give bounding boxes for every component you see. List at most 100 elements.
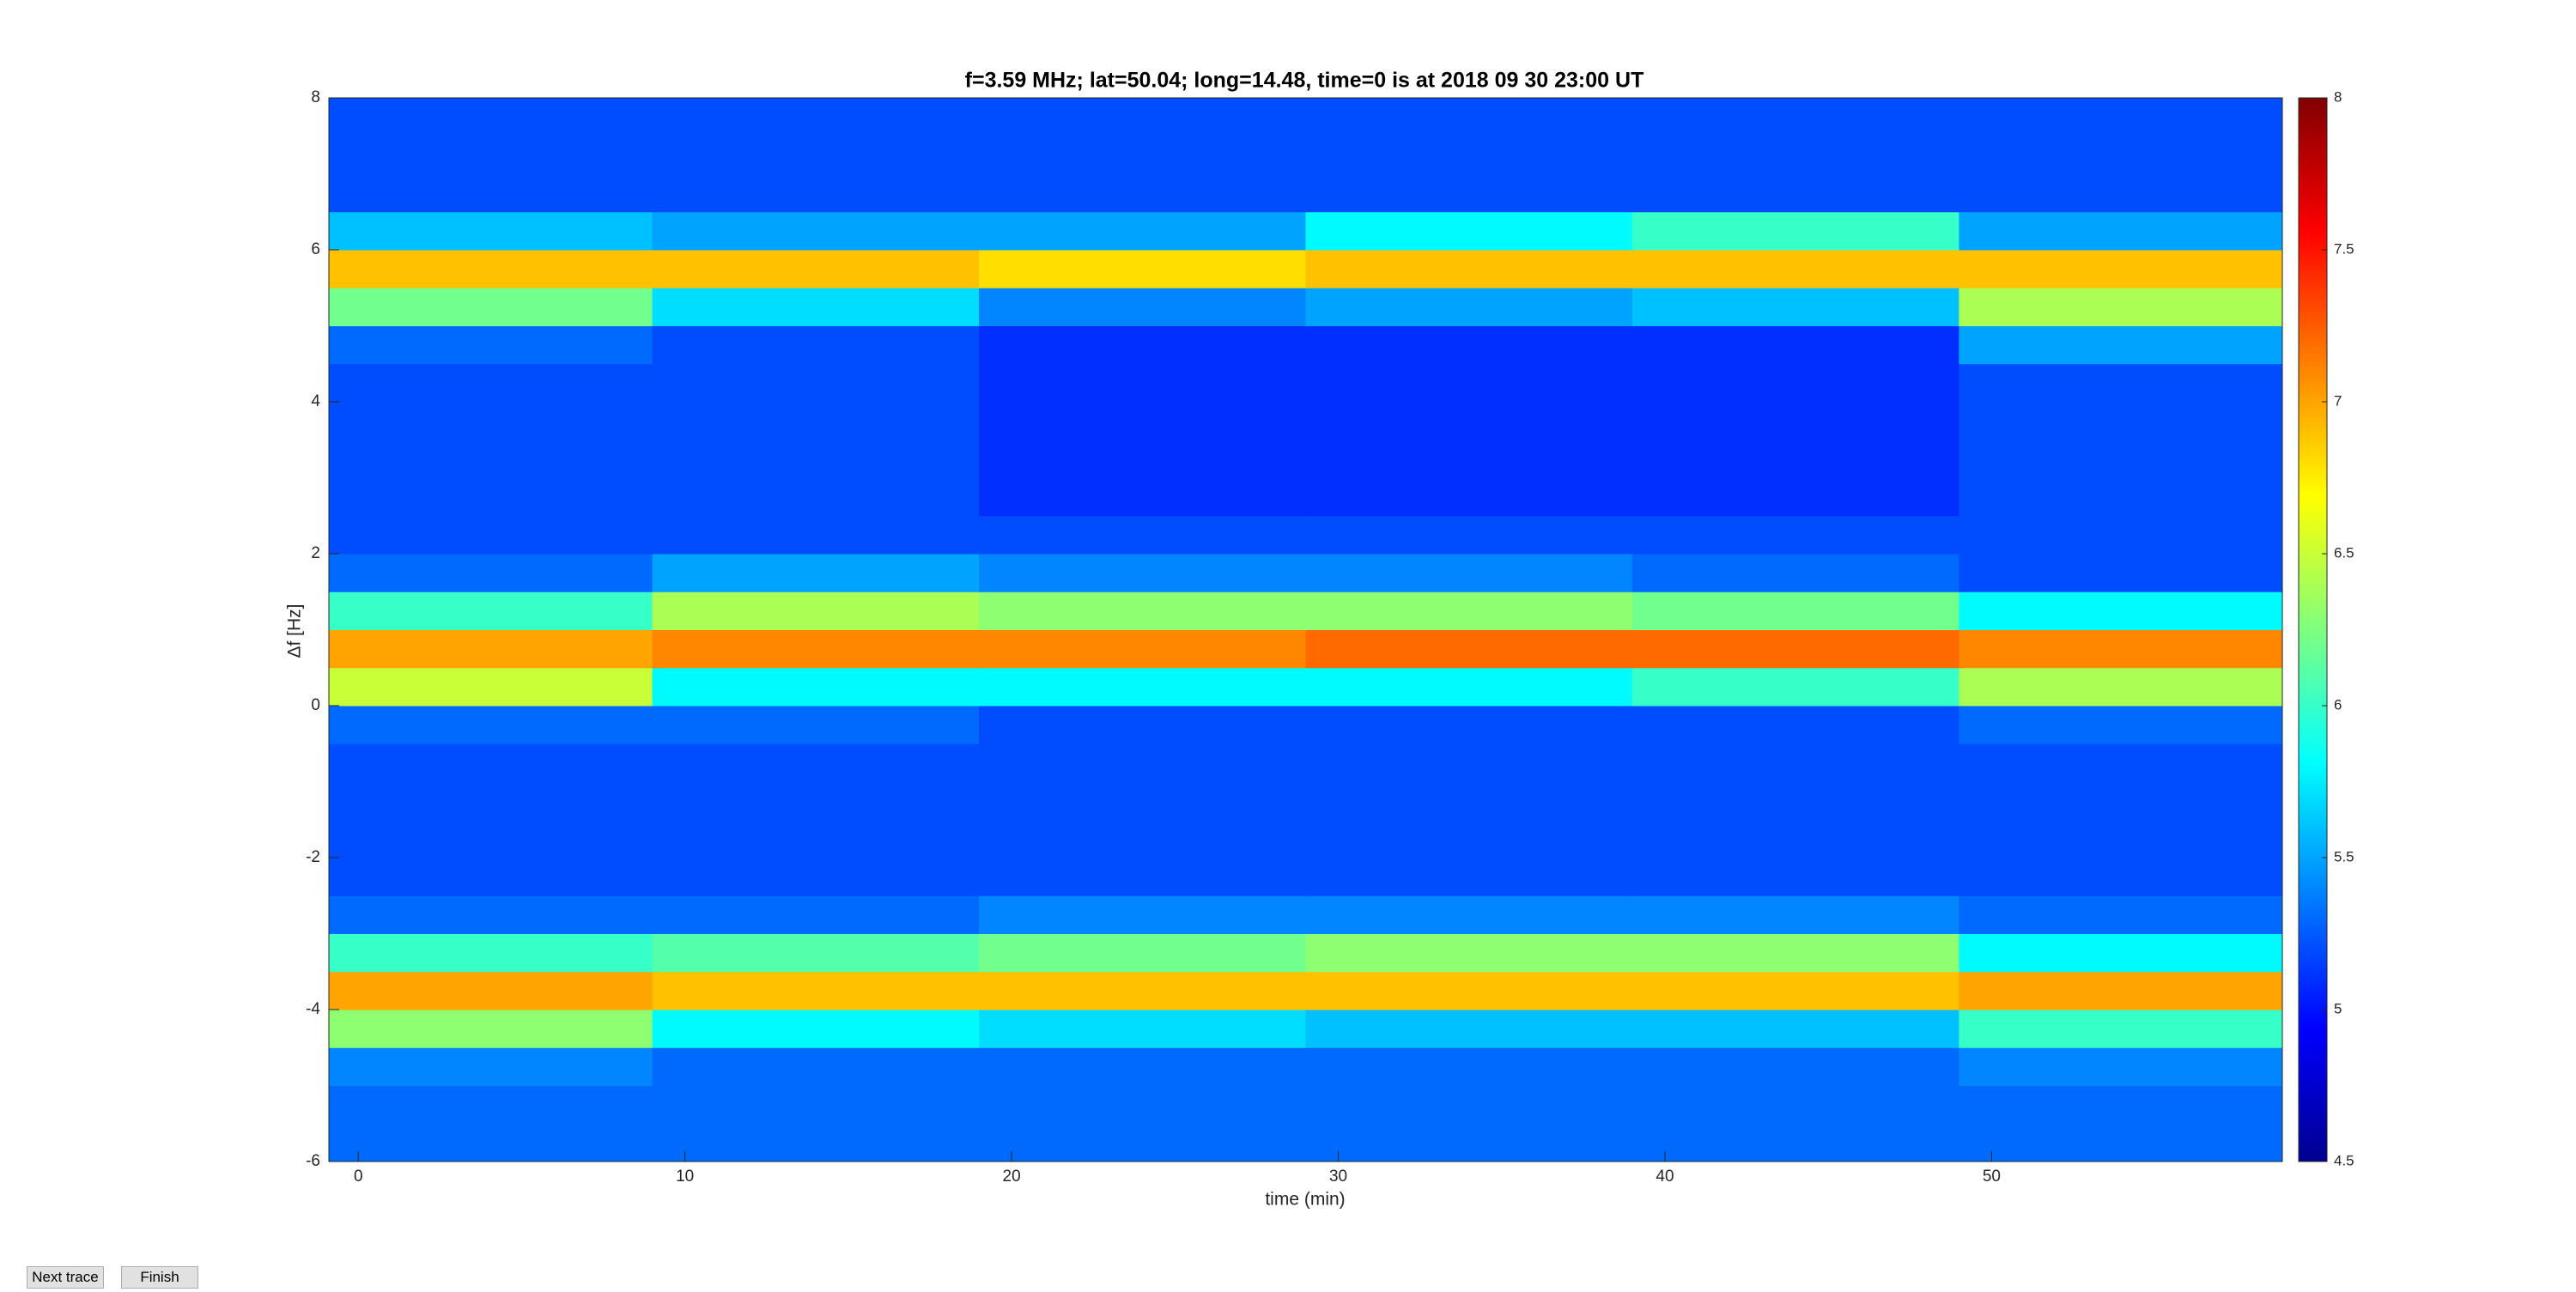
colorbar-tick-label: 6 xyxy=(2334,696,2342,713)
heatmap-cell xyxy=(652,971,980,1010)
heatmap-cell xyxy=(329,933,653,973)
heatmap-cell xyxy=(1959,440,2283,478)
heatmap-cell xyxy=(1305,1085,1633,1125)
x-tick-label: 10 xyxy=(676,1168,694,1186)
figure: f=3.59 MHz; lat=50.04; long=14.48, time=… xyxy=(285,69,2354,1210)
y-tick-label: -6 xyxy=(306,1152,320,1170)
heatmap-cell xyxy=(329,325,653,365)
heatmap-cell xyxy=(329,1047,653,1086)
heatmap-cell xyxy=(329,440,653,478)
heatmap-cell xyxy=(329,211,653,251)
colorbar-tick-label: 6.5 xyxy=(2334,544,2354,561)
heatmap-cell xyxy=(1305,173,1633,213)
heatmap-cell xyxy=(1959,1085,2283,1125)
heatmap-cell xyxy=(1959,971,2283,1010)
heatmap-cell xyxy=(1959,933,2283,973)
heatmap-cell xyxy=(329,250,653,288)
heatmap-cell xyxy=(1631,554,1959,592)
heatmap-cell xyxy=(1305,440,1633,478)
heatmap-cell xyxy=(1305,858,1633,896)
heatmap-cell xyxy=(1959,173,2283,213)
heatmap-cell xyxy=(652,1123,980,1162)
heatmap-cell xyxy=(1305,250,1633,288)
heatmap-cell xyxy=(1631,211,1959,251)
heatmap-cell xyxy=(1305,136,1633,174)
heatmap-cell xyxy=(329,402,653,440)
heatmap-cell xyxy=(1959,515,2283,555)
heatmap-cell xyxy=(652,781,980,821)
heatmap-cell xyxy=(979,363,1306,403)
heatmap-cell xyxy=(1631,515,1959,555)
heatmap-cell xyxy=(652,173,980,213)
y-tick-label: -2 xyxy=(306,848,320,866)
heatmap-cell xyxy=(329,1085,653,1125)
x-tick-label: 50 xyxy=(1983,1168,2001,1186)
next-trace-button[interactable]: Next trace xyxy=(27,1266,104,1289)
heatmap-cell xyxy=(652,591,980,630)
heatmap-cell xyxy=(979,743,1306,782)
heatmap-cell xyxy=(1305,971,1633,1010)
heatmap-cell xyxy=(652,515,980,555)
heatmap-cell xyxy=(979,211,1306,251)
heatmap-cell xyxy=(652,819,980,858)
heatmap-cell xyxy=(979,515,1306,555)
heatmap-cell xyxy=(1305,402,1633,440)
heatmap-cell xyxy=(329,629,653,669)
heatmap-cell xyxy=(979,1047,1306,1086)
heatmap-cell xyxy=(979,440,1306,478)
heatmap-cell xyxy=(652,250,980,288)
heatmap-cell xyxy=(329,858,653,896)
heatmap-cell xyxy=(652,858,980,896)
heatmap-cell xyxy=(329,667,653,707)
heatmap-cell xyxy=(652,477,980,517)
heatmap-cell xyxy=(979,402,1306,440)
colorbar-tick-label: 7.5 xyxy=(2334,240,2354,257)
heatmap-cell xyxy=(1305,895,1633,934)
heatmap-cell xyxy=(1305,1010,1633,1048)
heatmap-cell xyxy=(1959,895,2283,934)
heatmap-cell xyxy=(979,554,1306,592)
heatmap-cell xyxy=(1959,706,2283,744)
finish-button[interactable]: Finish xyxy=(121,1266,198,1289)
heatmap-cell xyxy=(329,515,653,555)
heatmap-cell xyxy=(1631,706,1959,744)
heatmap-cell xyxy=(1305,933,1633,973)
heatmap-cell xyxy=(329,819,653,858)
heatmap-cell xyxy=(979,325,1306,365)
heatmap-cell xyxy=(329,477,653,517)
heatmap-cell xyxy=(652,895,980,934)
plot-frame xyxy=(328,97,2283,1162)
heatmap-cell xyxy=(1959,858,2283,896)
heatmap-cell xyxy=(1631,743,1959,782)
heatmap-cell xyxy=(1305,706,1633,744)
heatmap-cell xyxy=(329,98,653,136)
heatmap-cell xyxy=(652,363,980,403)
heatmap-cell xyxy=(1631,288,1959,326)
y-axis-label: Δf [Hz] xyxy=(285,604,305,658)
heatmap-cell xyxy=(1959,781,2283,821)
heatmap-cell xyxy=(652,136,980,174)
heatmap-cell xyxy=(1631,591,1959,630)
heatmap-cell xyxy=(1631,933,1959,973)
heatmap-cell xyxy=(1959,136,2283,174)
heatmap-cell xyxy=(1631,440,1959,478)
colorbar-tick-label: 7 xyxy=(2334,392,2342,409)
heatmap-cell xyxy=(1631,1010,1959,1048)
heatmap-cell xyxy=(652,933,980,973)
heatmap-cell xyxy=(1959,1123,2283,1162)
heatmap-cell xyxy=(652,667,980,707)
colorbar-tick-label: 5.5 xyxy=(2334,848,2354,864)
heatmap-cell xyxy=(652,1047,980,1086)
heatmap-cell xyxy=(329,971,653,1010)
heatmap-cell xyxy=(1305,477,1633,517)
heatmap-cell xyxy=(652,1010,980,1048)
y-tick-label: 0 xyxy=(311,696,320,714)
x-tick-label: 40 xyxy=(1656,1168,1674,1186)
heatmap-cell xyxy=(979,895,1306,934)
heatmap-cell xyxy=(1959,98,2283,136)
colorbar-tick-label: 8 xyxy=(2334,88,2342,105)
heatmap-cell xyxy=(652,554,980,592)
heatmap-cell xyxy=(1631,250,1959,288)
heatmap-cell xyxy=(1631,173,1959,213)
